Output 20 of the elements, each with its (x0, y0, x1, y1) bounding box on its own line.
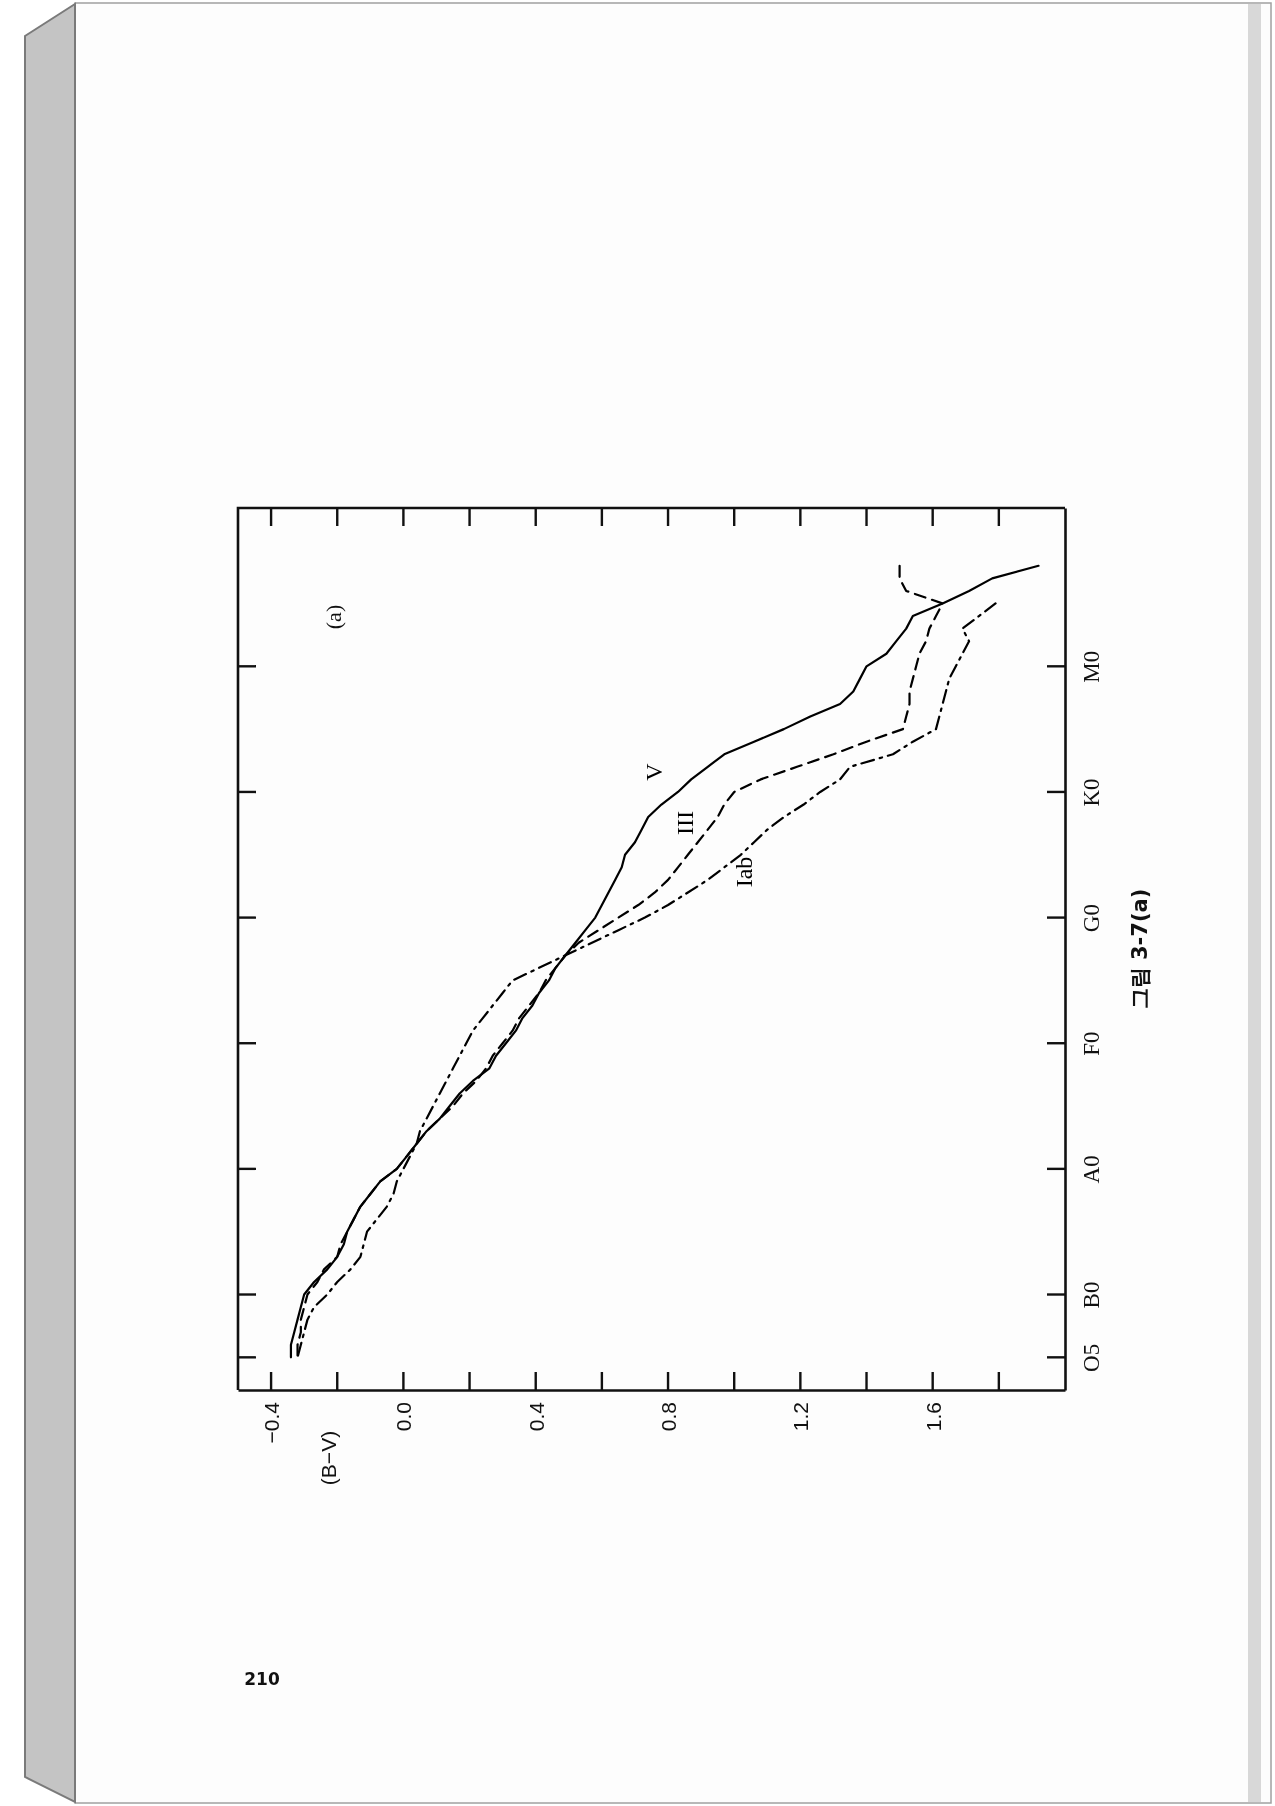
x-tick-label: −0.4 (260, 1401, 284, 1444)
y-tick-label: M0 (1078, 650, 1104, 683)
text: Iab (731, 856, 758, 888)
y-tick-label: K0 (1078, 778, 1104, 807)
x-tick-label: 1.6 (921, 1402, 945, 1432)
x-tick-label: 1.2 (789, 1402, 813, 1432)
y-axis-title: (B−V) (316, 1430, 340, 1486)
text: III (671, 811, 698, 835)
y-tick-label: B0 (1078, 1281, 1104, 1309)
y-tick-label: F0 (1078, 1031, 1104, 1056)
y-tick-label: A0 (1078, 1155, 1104, 1184)
caption: 그림 3-7(a) (1128, 888, 1152, 1010)
text: V (640, 762, 667, 781)
x-tick-label: 0.8 (657, 1402, 681, 1432)
text: 210 (244, 1669, 280, 1689)
x-tick-label: 0.4 (524, 1401, 548, 1432)
y-tick-label: O5 (1078, 1343, 1104, 1372)
x-tick-label: 0.0 (392, 1402, 416, 1432)
y-tick-label: G0 (1078, 904, 1104, 933)
annotation: (a) (320, 604, 346, 630)
